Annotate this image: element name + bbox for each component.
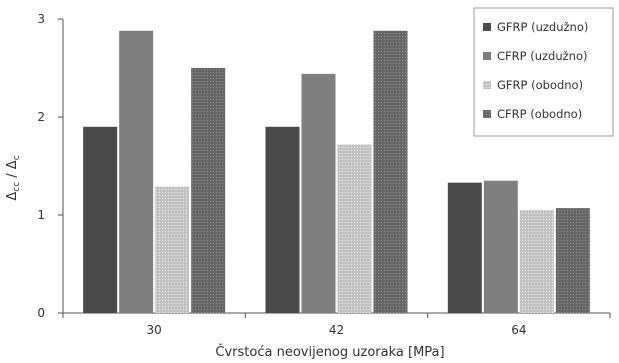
x-tick-label: 64 [511,323,526,337]
legend-swatch [483,110,491,118]
bar [119,30,154,313]
legend: GFRP (uzdužno) CFRP (uzdužno) GFRP (obodno… [473,7,614,137]
y-tick-label: 3 [37,12,45,26]
x-axis: 30 42 64 [62,312,611,337]
y-tick-label: 1 [37,208,45,222]
legend-label: GFRP (uzdužno) [497,20,588,34]
y-axis-label: Δcc / Δc [5,155,22,200]
legend-label: GFRP (obodno) [497,78,583,92]
bar [155,186,190,313]
bar [191,68,226,313]
x-tick-label: 30 [147,323,162,337]
bar [83,126,118,313]
bar [373,30,408,313]
y-tick-label: 2 [37,110,45,124]
bar [555,208,590,313]
bar [447,182,482,313]
legend-swatch [483,81,491,89]
bar [301,73,336,313]
bar [519,210,554,313]
legend-box [473,7,614,137]
y-tick-label: 0 [37,306,45,320]
x-tick-label: 42 [329,323,344,337]
legend-swatch [483,23,491,31]
y-label-sub-1: cc [12,182,22,192]
y-label-delta-1: Δ [5,192,20,201]
bar [483,180,518,313]
bars [83,30,590,313]
y-axis: 0 1 2 3 [37,12,64,320]
y-label-sep: / [5,169,20,182]
y-label-delta-2: Δ [5,160,20,169]
bar [265,126,300,313]
bar [337,144,372,313]
y-label-sub-2: c [12,155,22,160]
x-axis-label: Čvrstoća neovijenog uzoraka [MPa] [215,344,444,360]
legend-label: CFRP (uzdužno) [497,49,587,63]
legend-swatch [483,52,491,60]
legend-label: CFRP (obodno) [497,107,582,121]
